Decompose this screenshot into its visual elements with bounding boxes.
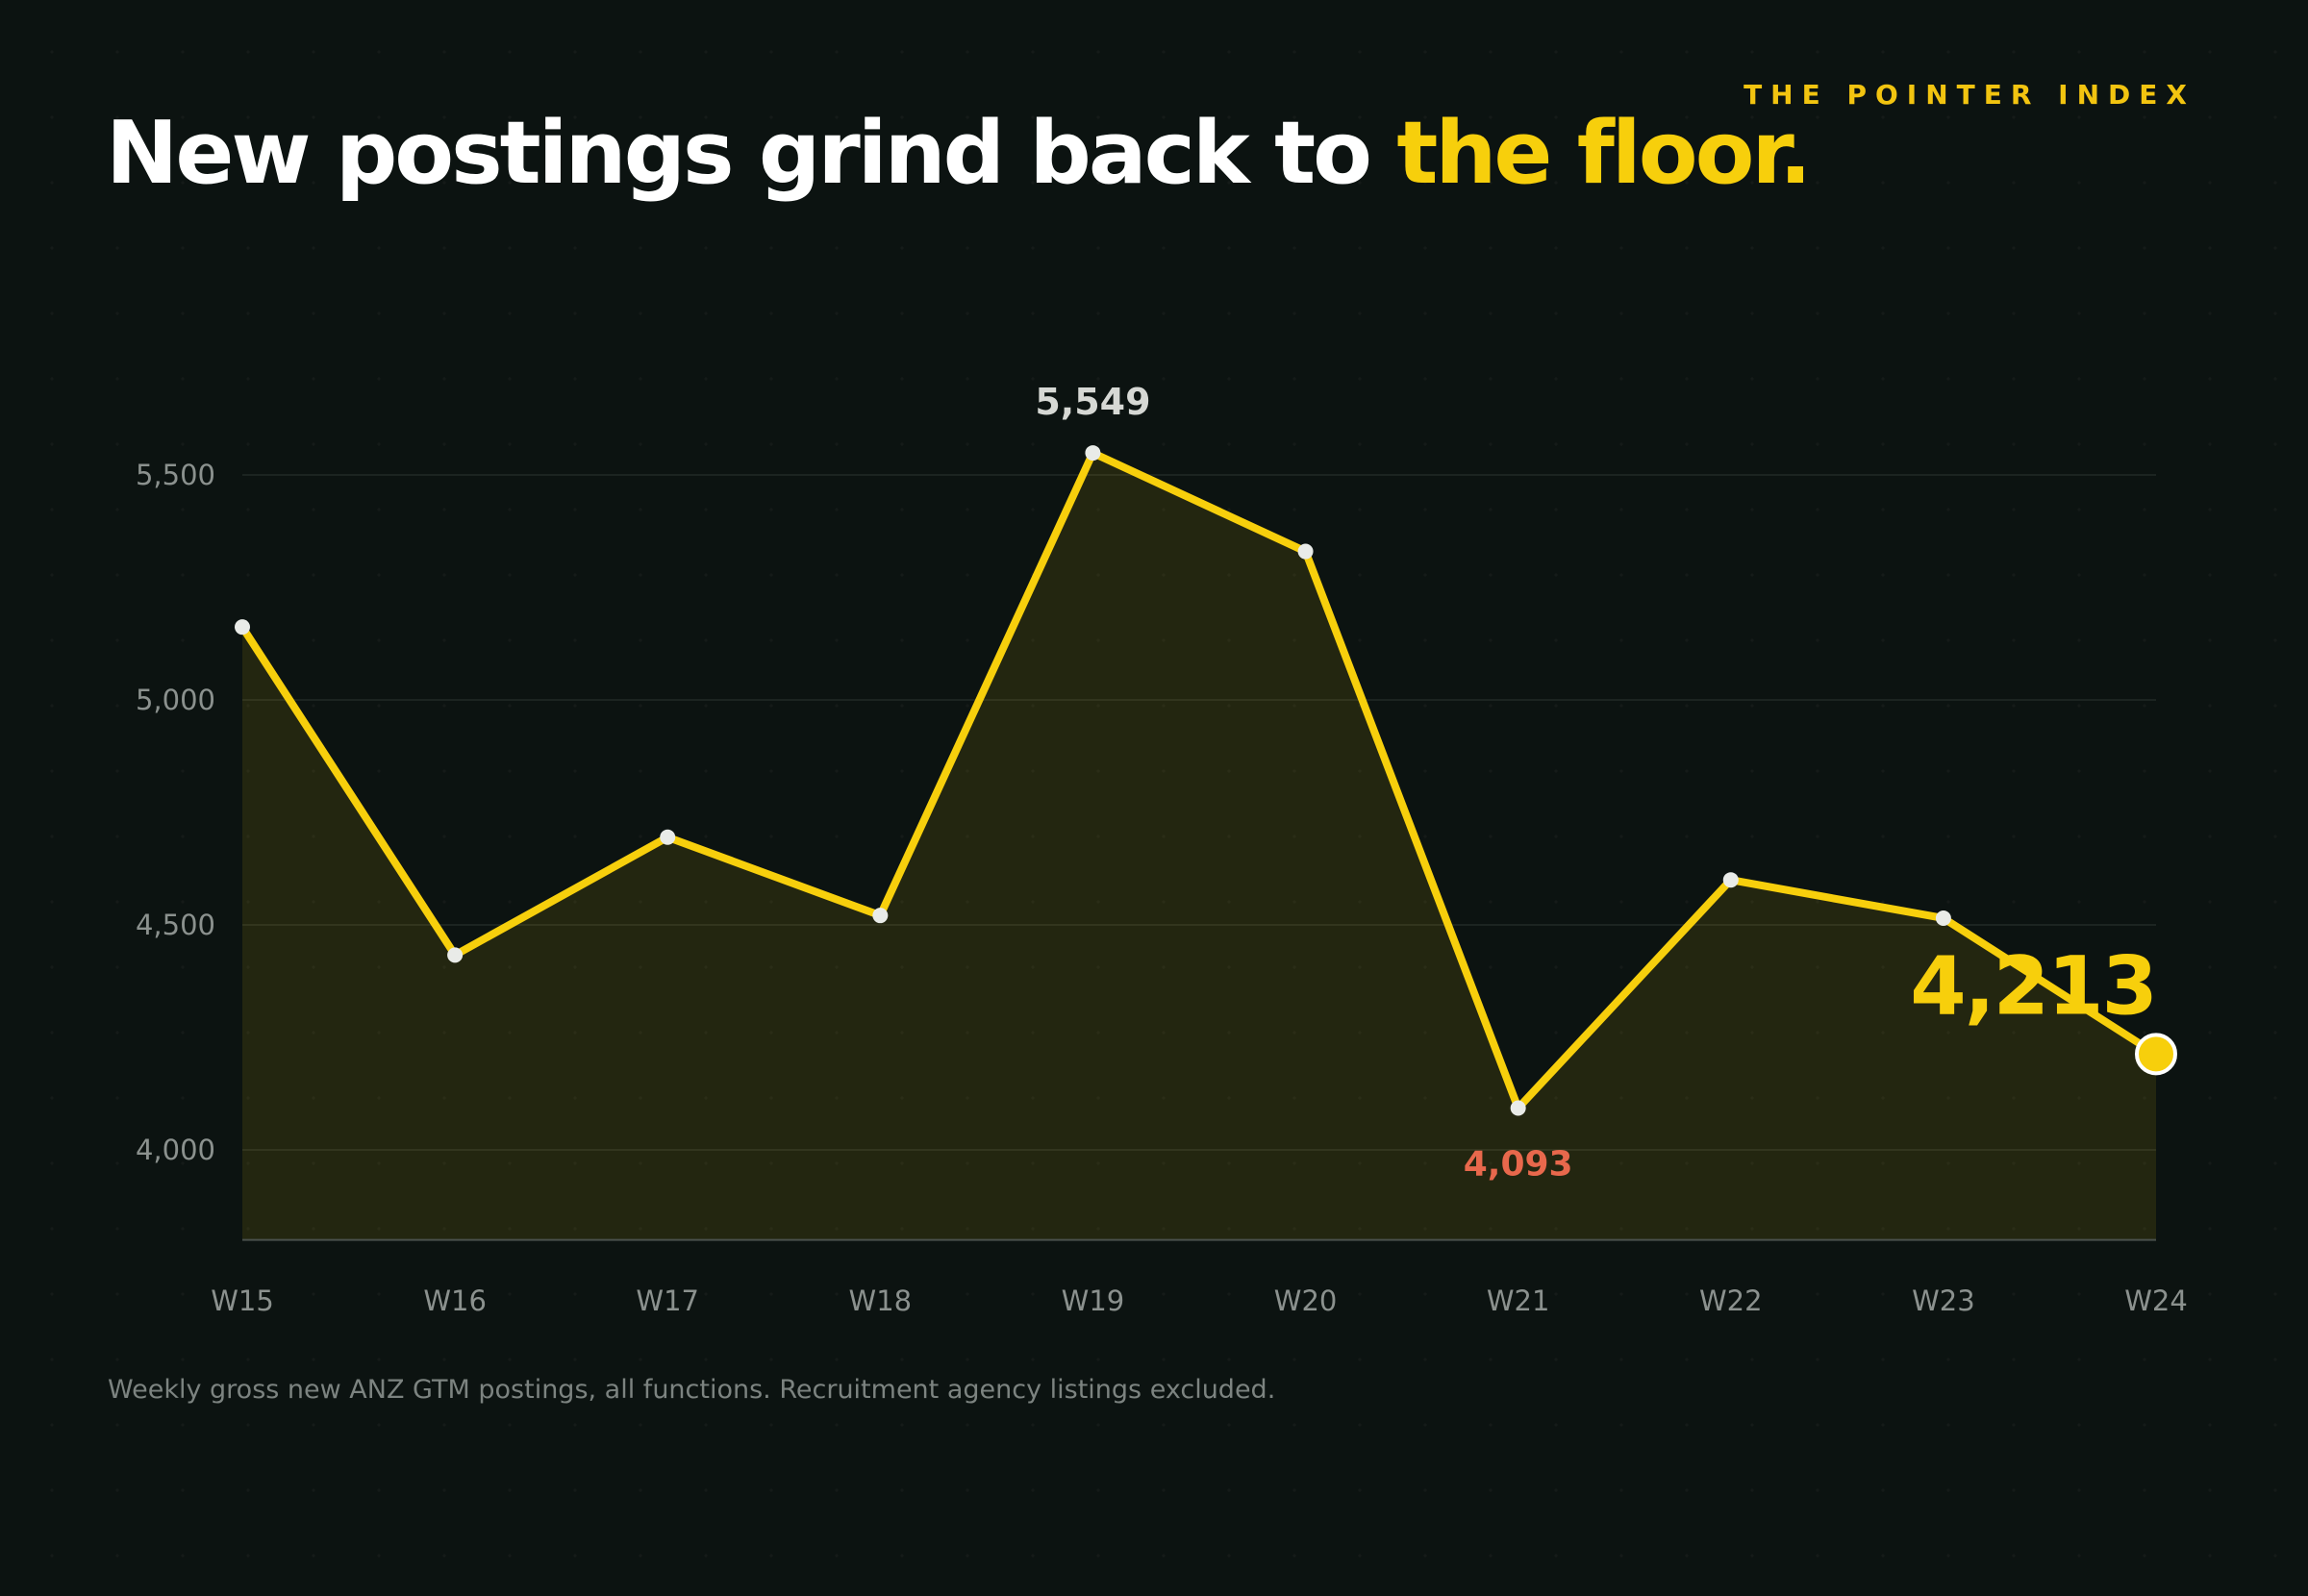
y-tick-label: 4,500 xyxy=(136,909,215,941)
data-point xyxy=(1722,872,1739,888)
data-point xyxy=(1935,910,1951,926)
x-tick-label: W18 xyxy=(849,1284,913,1317)
low-value-label: 4,093 xyxy=(1464,1144,1573,1184)
data-point xyxy=(1297,543,1314,560)
x-tick-label: W15 xyxy=(211,1284,274,1317)
x-tick-label: W16 xyxy=(423,1284,487,1317)
peak-value-label: 5,549 xyxy=(1035,381,1150,423)
chart-title: New postings grind back to the floor. xyxy=(106,103,1812,204)
x-tick-label: W17 xyxy=(636,1284,699,1317)
y-tick-label: 5,500 xyxy=(136,459,215,491)
data-point xyxy=(872,908,889,924)
last-value-label: 4,213 xyxy=(1910,938,2156,1033)
brand-label: THE POINTER INDEX xyxy=(1744,79,2195,111)
x-tick-label: W23 xyxy=(1912,1284,1975,1317)
data-point xyxy=(235,619,250,636)
x-tick-label: W22 xyxy=(1699,1284,1763,1317)
x-tick-label: W19 xyxy=(1062,1284,1125,1317)
y-axis-ticks: 4,000 4,500 5,000 5,500 xyxy=(136,459,215,1166)
data-point-last xyxy=(2135,1033,2177,1076)
x-axis-ticks: W15 W16 W17 W18 W19 W20 W21 W22 W23 W24 xyxy=(211,1284,2188,1317)
y-tick-label: 5,000 xyxy=(136,684,215,716)
chart-title-main: New postings grind back to xyxy=(106,103,1397,204)
data-point xyxy=(1510,1100,1526,1116)
series-area xyxy=(242,453,2156,1240)
x-tick-label: W21 xyxy=(1487,1284,1550,1317)
series-line xyxy=(238,449,2160,1112)
x-tick-label: W20 xyxy=(1274,1284,1338,1317)
chart-footnote: Weekly gross new ANZ GTM postings, all f… xyxy=(108,1375,1276,1405)
data-point xyxy=(447,947,464,963)
chart-title-accent: the floor. xyxy=(1396,103,1812,204)
grid-lines xyxy=(242,474,2156,1151)
data-point xyxy=(660,829,676,845)
data-points xyxy=(235,445,2177,1116)
x-tick-label: W24 xyxy=(2124,1284,2188,1317)
annotations: 5,549 4,093 4,213 xyxy=(1035,381,2158,1184)
data-point xyxy=(1085,445,1101,461)
y-tick-label: 4,000 xyxy=(136,1134,215,1166)
